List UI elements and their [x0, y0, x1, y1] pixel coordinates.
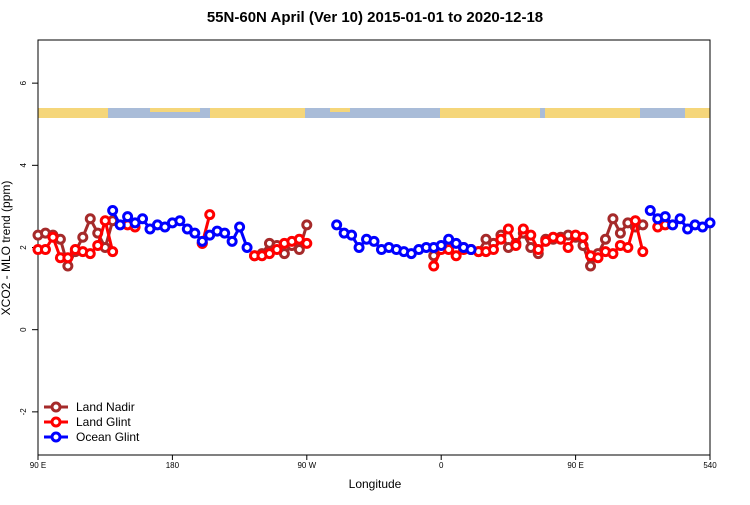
data-point [204, 209, 216, 221]
data-point [532, 244, 544, 256]
series [107, 205, 716, 260]
data-point [629, 215, 641, 227]
x-tick-label: 0 [439, 461, 444, 470]
data-point [622, 242, 634, 253]
land-strip [150, 108, 200, 112]
land-strip [440, 108, 540, 118]
data-point [92, 239, 104, 251]
y-tick-label: 2 [19, 245, 28, 250]
data-point [562, 242, 574, 253]
x-tick-label: 90 W [297, 461, 316, 470]
data-point [502, 223, 514, 235]
land-strip [685, 108, 710, 118]
y-tick-label: 0 [19, 327, 28, 332]
x-axis-label: Longitude [349, 477, 402, 491]
data-point [39, 244, 51, 256]
legend-label: Ocean Glint [76, 430, 140, 444]
data-point [585, 260, 597, 272]
data-point [555, 233, 567, 245]
x-tick-label: 90 E [567, 461, 583, 470]
data-point [667, 219, 679, 231]
land-strip [210, 108, 305, 118]
data-point [174, 215, 186, 227]
legend-marker [50, 401, 62, 413]
data-point [517, 223, 529, 235]
data-point [226, 235, 238, 247]
data-point [99, 215, 111, 227]
land-strip [330, 108, 350, 112]
data-point [301, 237, 313, 249]
data-point [637, 246, 649, 258]
data-point [659, 211, 671, 223]
data-point [495, 233, 507, 245]
x-tick-label: 180 [166, 461, 180, 470]
y-tick-label: 4 [19, 163, 28, 168]
data-point [510, 239, 522, 251]
data-point [577, 231, 589, 243]
data-point [525, 229, 537, 241]
y-axis-label: XCO2 - MLO trend (ppm) [0, 181, 13, 316]
data-point [614, 227, 626, 239]
data-point [107, 246, 119, 258]
data-point [234, 221, 246, 233]
land-strip [38, 108, 108, 118]
data-point [122, 211, 134, 223]
data-point [301, 219, 313, 231]
data-point [435, 239, 447, 251]
data-point [84, 213, 96, 225]
data-point [607, 248, 619, 260]
data-point [465, 244, 477, 256]
y-tick-label: 6 [19, 80, 28, 85]
data-point [189, 227, 201, 239]
data-point [331, 219, 343, 231]
legend-marker [50, 431, 62, 443]
x-tick-label: 90 E [30, 461, 46, 470]
data-point [487, 244, 499, 256]
legend-label: Land Glint [76, 415, 131, 429]
data-point [107, 205, 119, 217]
data-point [450, 250, 462, 262]
data-point [644, 205, 656, 217]
data-point [196, 235, 208, 247]
data-point [219, 227, 231, 239]
data-point [241, 242, 253, 253]
data-point [47, 231, 59, 243]
data-point [77, 231, 89, 243]
data-point [428, 260, 440, 272]
data-point [62, 252, 74, 264]
data-point [346, 229, 358, 241]
data-point [114, 219, 126, 231]
y-tick-label: -2 [19, 408, 28, 416]
data-point [368, 235, 380, 247]
data-point [293, 244, 305, 256]
chart-title: 55N-60N April (Ver 10) 2015-01-01 to 202… [207, 9, 543, 26]
data-point [137, 213, 149, 225]
data-point [592, 252, 604, 264]
data-point [271, 244, 283, 256]
legend-marker [50, 416, 62, 428]
data-point [353, 242, 365, 253]
x-tick-label: 540 [703, 461, 717, 470]
legend-label: Land Nadir [76, 400, 135, 414]
data-point [599, 233, 611, 245]
data-point [84, 248, 96, 260]
land-strip [545, 108, 640, 118]
ocean-strip [38, 108, 710, 118]
map-strip [38, 108, 710, 118]
data-point [607, 213, 619, 225]
data-point [704, 217, 716, 229]
data-point [674, 213, 686, 225]
